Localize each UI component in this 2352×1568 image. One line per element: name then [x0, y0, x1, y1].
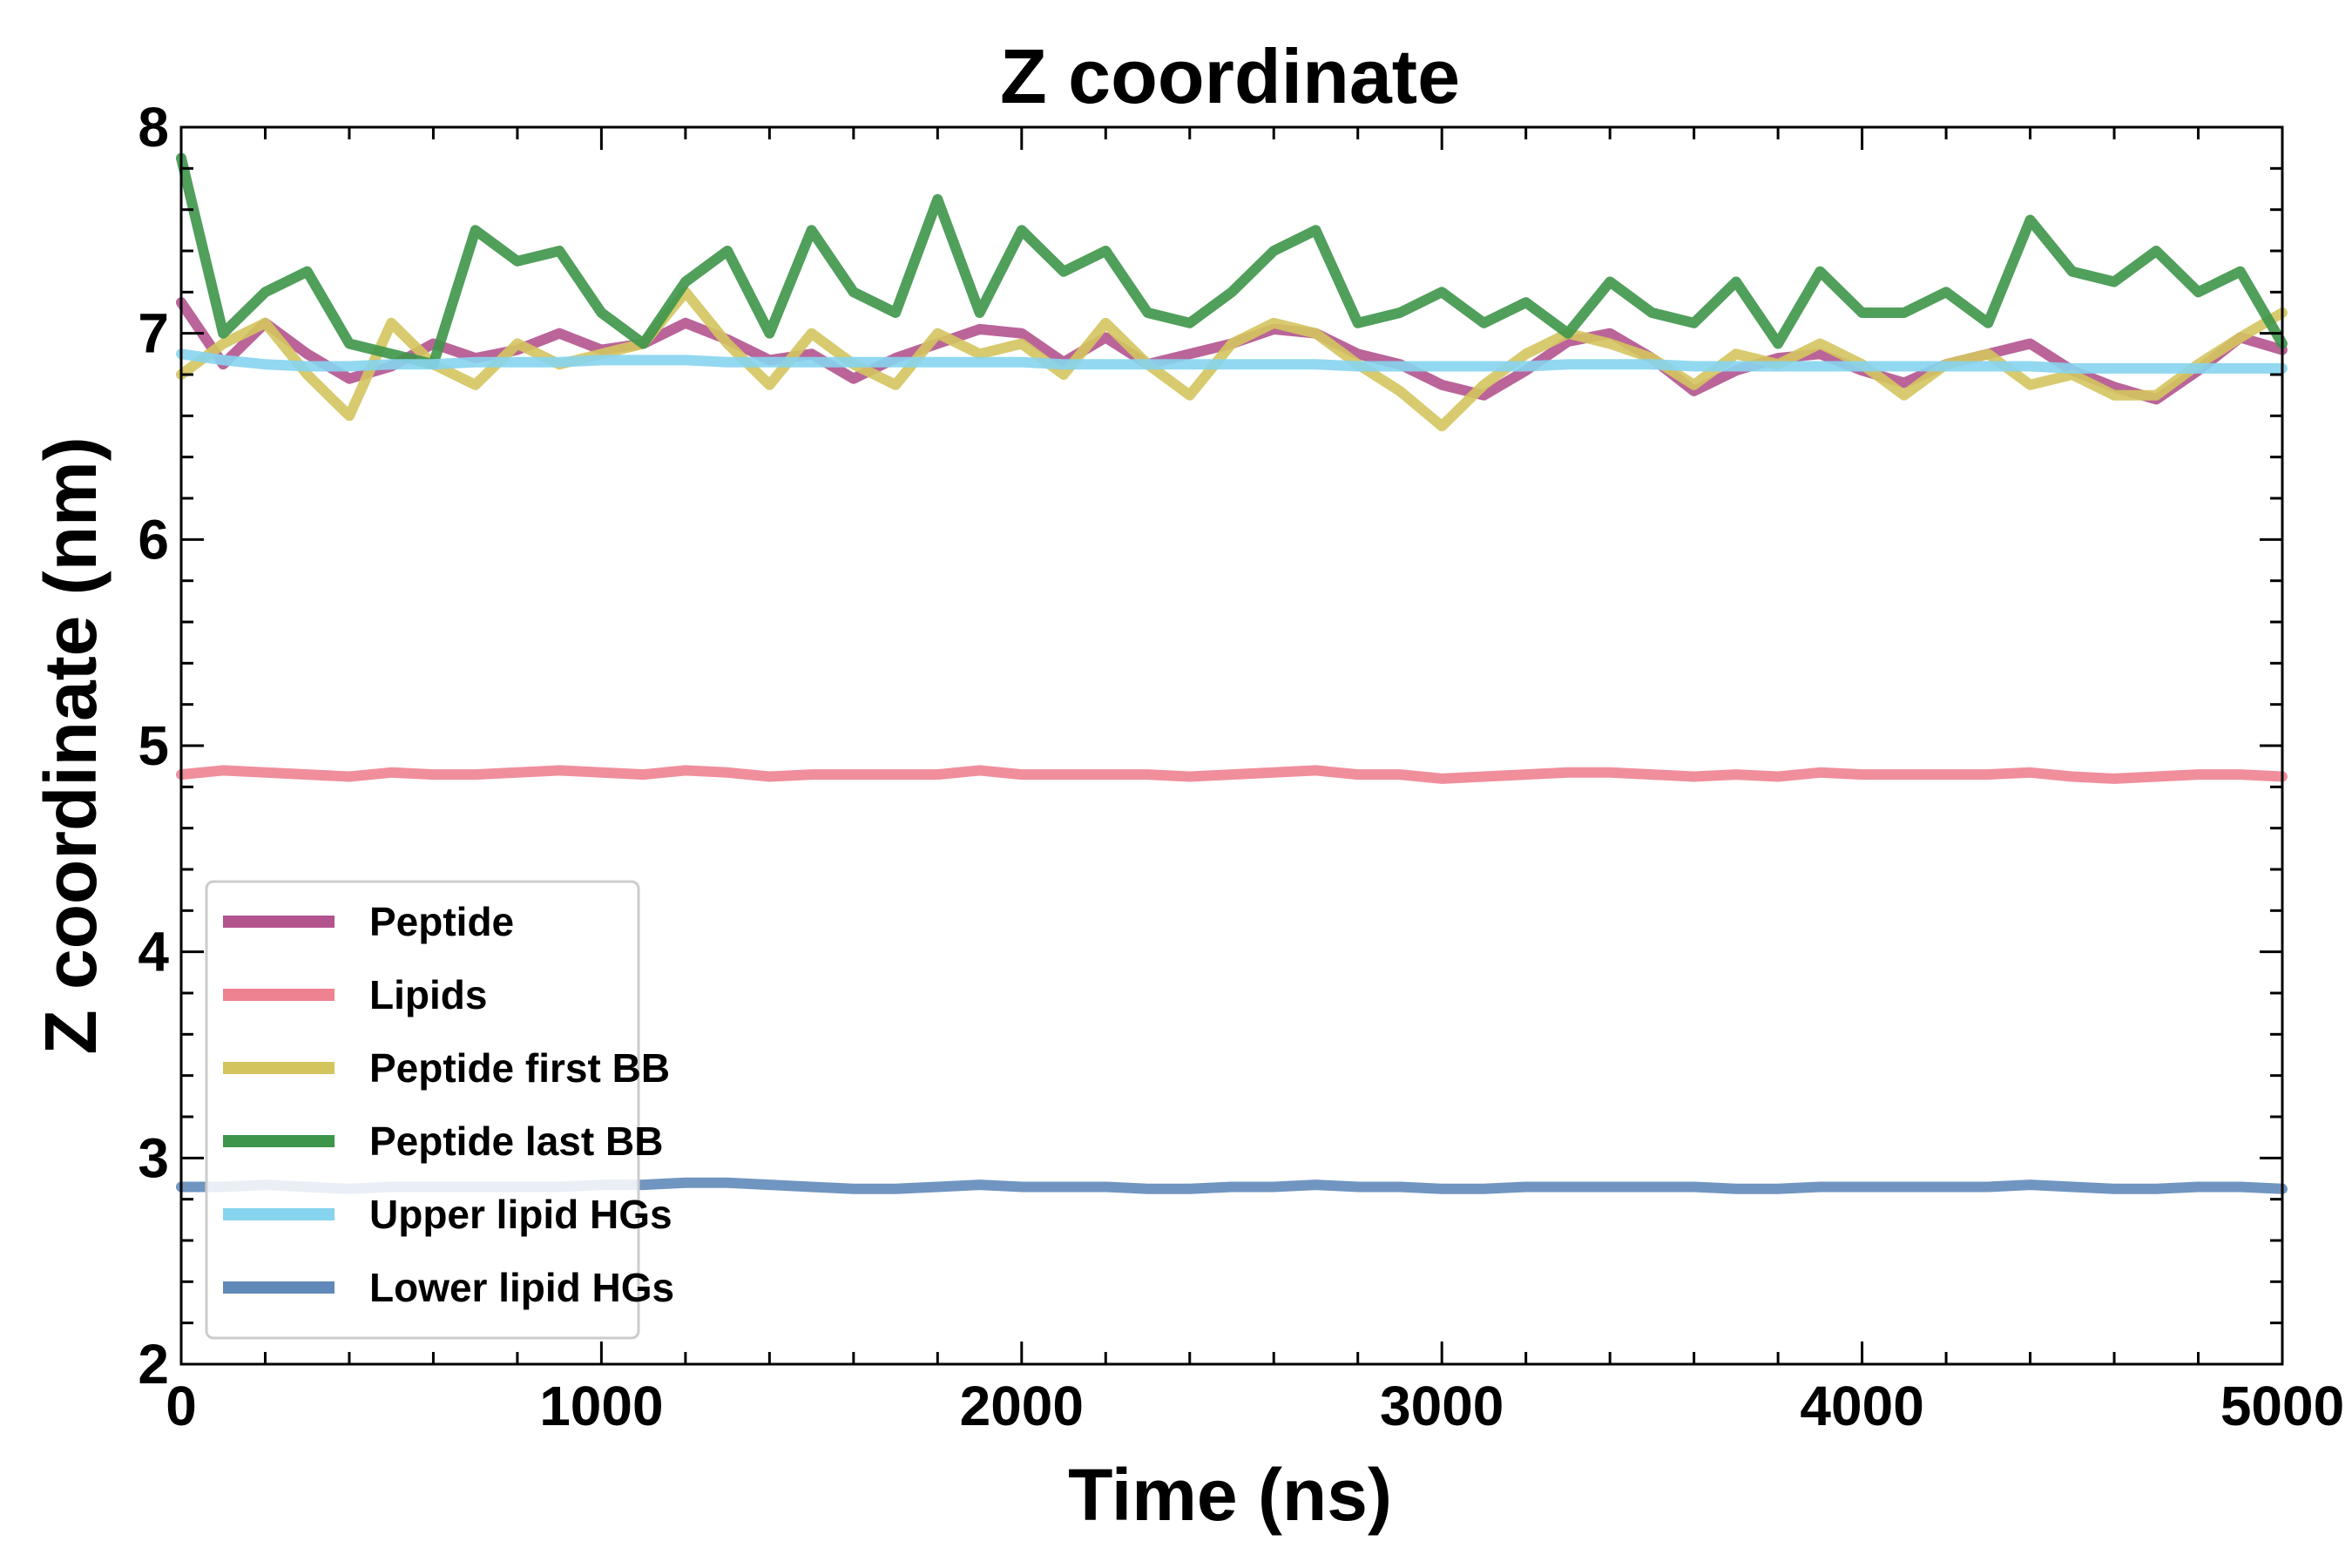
x-tick-label: 1000	[539, 1375, 663, 1437]
legend-item: Peptide last BB	[223, 1119, 663, 1164]
y-tick-label: 2	[138, 1333, 169, 1396]
x-tick-label: 2000	[960, 1375, 1084, 1437]
legend-label: Peptide	[369, 899, 514, 944]
legend-item: Peptide first BB	[223, 1045, 670, 1091]
chart-title: Z coordinate	[1000, 33, 1460, 119]
legend-items: Peptide Lipids Peptide first BB Peptide las…	[223, 899, 674, 1310]
series-line-peptide-last-bb	[176, 152, 2288, 370]
y-tick-label: 7	[138, 302, 169, 365]
x-axis-label: Time (ns)	[1068, 1454, 1392, 1536]
series-line-lipids	[176, 765, 2288, 784]
legend-item: Lipids	[223, 972, 487, 1017]
plot-series	[176, 152, 2288, 1194]
y-tick-label: 3	[138, 1126, 169, 1189]
y-tick-label: 5	[138, 714, 169, 777]
y-tick-label: 6	[138, 508, 169, 571]
x-tick-label: 0	[166, 1375, 197, 1437]
legend-item: Upper lipid HGs	[223, 1192, 672, 1237]
y-tick-label: 8	[138, 96, 169, 159]
y-axis-label: Z coordinate (nm)	[30, 436, 112, 1054]
legend-label: Peptide first BB	[369, 1045, 670, 1091]
series-line-upper-lipid-hgs	[176, 348, 2288, 374]
x-tick-label: 4000	[1800, 1375, 1923, 1437]
x-tick-label: 5000	[2220, 1375, 2344, 1437]
legend-label: Lipids	[369, 972, 487, 1017]
legend-item: Lower lipid HGs	[223, 1265, 674, 1310]
y-axis-ticks: 2 3 4 5 6 7 8	[138, 96, 2282, 1396]
x-tick-label: 3000	[1380, 1375, 1504, 1437]
legend-label: Lower lipid HGs	[369, 1265, 674, 1310]
x-axis-ticks: 0 1000 2000 3000 4000 5000	[166, 127, 2344, 1437]
legend-label: Upper lipid HGs	[369, 1192, 672, 1237]
legend: Peptide Lipids Peptide first BB Peptide las…	[205, 880, 674, 1340]
legend-label: Peptide last BB	[369, 1119, 663, 1164]
series-line-peptide-first-bb	[176, 287, 2288, 432]
y-tick-label: 4	[138, 921, 169, 983]
legend-item: Peptide	[223, 899, 514, 944]
axes: 0 1000 2000 3000 4000 5000 2 3 4 5 6 7 8	[138, 96, 2344, 1437]
